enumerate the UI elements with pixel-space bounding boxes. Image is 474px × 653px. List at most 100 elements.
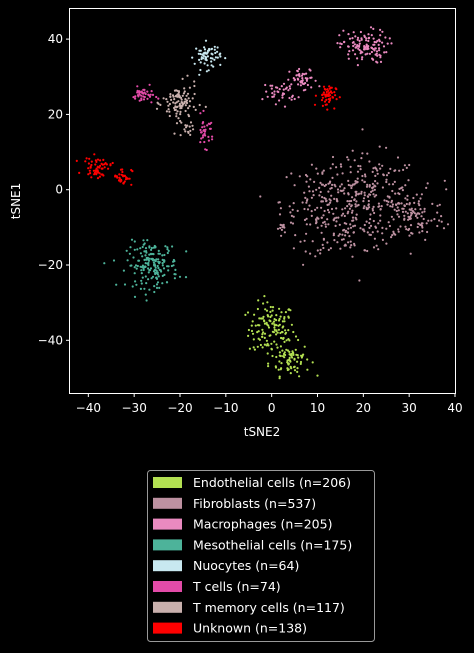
data-point: [387, 200, 390, 203]
data-point: [147, 278, 150, 281]
data-point: [365, 39, 368, 42]
data-point: [310, 86, 313, 89]
data-point: [320, 216, 323, 219]
data-point: [319, 181, 322, 184]
data-point: [379, 208, 382, 211]
data-point: [365, 185, 369, 188]
data-point: [282, 88, 285, 91]
data-point: [267, 362, 270, 365]
data-point: [368, 226, 371, 229]
data-point: [177, 91, 180, 94]
data-point: [445, 188, 448, 191]
data-point: [353, 198, 356, 201]
data-point: [151, 257, 154, 261]
data-point: [324, 88, 327, 91]
data-point: [289, 365, 292, 368]
data-point: [150, 248, 153, 251]
data-point: [147, 267, 150, 270]
data-point: [400, 202, 403, 205]
data-point: [369, 218, 372, 221]
data-point: [200, 57, 203, 61]
data-point: [347, 241, 350, 244]
data-point: [314, 222, 318, 225]
data-point: [213, 45, 216, 48]
data-point: [431, 202, 434, 205]
data-point: [195, 47, 198, 50]
data-point: [285, 339, 288, 342]
data-point: [177, 117, 180, 120]
data-point: [128, 177, 131, 180]
legend-swatch: [153, 601, 182, 613]
data-point: [133, 295, 137, 298]
data-point: [219, 55, 222, 58]
data-point: [288, 85, 291, 88]
data-point: [121, 174, 124, 177]
data-point: [139, 247, 142, 250]
data-point: [140, 282, 143, 285]
data-point: [327, 89, 330, 92]
data-point: [138, 91, 141, 95]
data-point: [150, 101, 153, 104]
data-point: [373, 211, 376, 215]
data-point: [308, 204, 311, 207]
series-0: [244, 295, 319, 380]
data-point: [373, 195, 376, 198]
data-point: [313, 103, 317, 106]
data-point: [363, 194, 366, 197]
data-point: [373, 40, 376, 44]
data-point: [305, 72, 308, 75]
data-point: [187, 130, 190, 133]
data-point: [133, 266, 136, 269]
data-point: [271, 330, 274, 333]
data-point: [186, 92, 190, 95]
data-point: [302, 89, 305, 92]
y-tick-label: 20: [48, 107, 63, 121]
data-point: [366, 152, 369, 155]
series-2: [261, 26, 393, 108]
data-point: [147, 94, 151, 97]
data-point: [403, 217, 406, 220]
data-point: [339, 247, 342, 250]
data-point: [311, 361, 314, 364]
data-point: [405, 228, 408, 231]
data-point: [216, 50, 219, 53]
data-point: [388, 183, 391, 186]
data-point: [397, 215, 401, 218]
legend-swatch: [153, 560, 182, 572]
data-point: [348, 50, 351, 53]
data-point: [446, 223, 450, 226]
data-point: [87, 162, 90, 165]
data-point: [216, 46, 219, 49]
data-point: [291, 351, 295, 354]
data-point: [397, 230, 400, 233]
data-point: [174, 268, 177, 271]
data-point: [334, 224, 337, 227]
data-point: [168, 110, 171, 113]
legend-swatch: [153, 497, 182, 509]
data-point: [287, 315, 290, 318]
data-point: [250, 324, 253, 327]
data-point: [202, 134, 205, 137]
data-point: [333, 107, 336, 110]
data-point: [282, 325, 285, 328]
data-point: [347, 53, 350, 56]
data-point: [206, 64, 209, 67]
data-point: [185, 250, 188, 253]
data-point: [139, 265, 142, 268]
y-tick-label: 0: [55, 183, 63, 197]
data-point: [359, 168, 362, 171]
data-point: [140, 98, 143, 101]
data-point: [96, 158, 100, 161]
data-point: [252, 338, 255, 341]
data-point: [320, 224, 323, 227]
data-point: [300, 74, 304, 77]
data-point: [135, 267, 138, 270]
data-point: [138, 99, 141, 102]
data-point: [351, 209, 354, 212]
data-point: [321, 104, 324, 107]
data-point: [310, 196, 313, 199]
data-point: [155, 272, 158, 275]
data-point: [381, 226, 384, 229]
data-point: [324, 223, 327, 226]
legend-swatch: [153, 477, 182, 488]
